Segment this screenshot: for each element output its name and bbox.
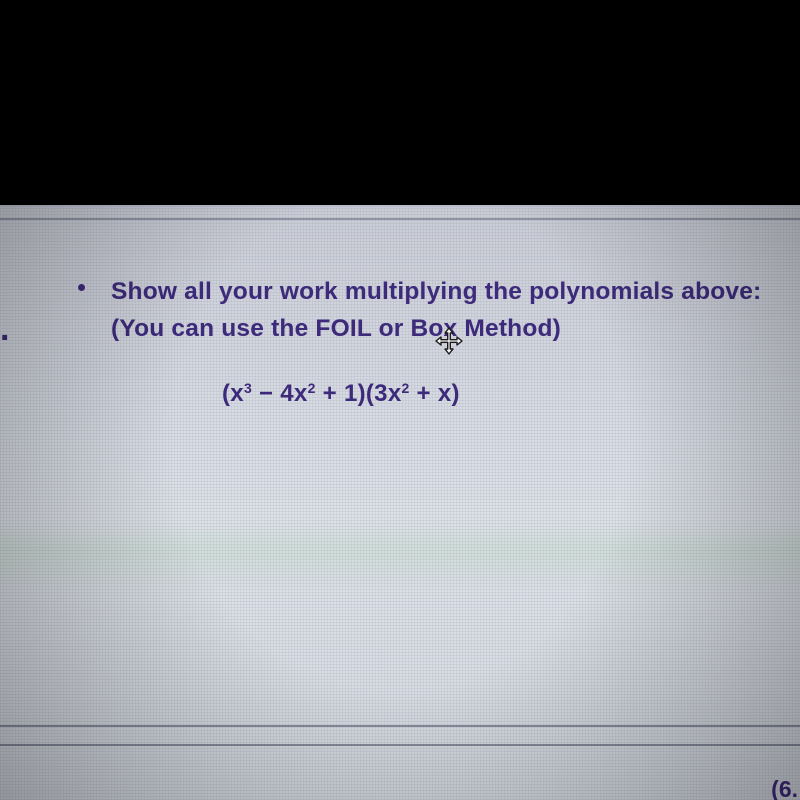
instruction-line-2: (You can use the FOIL or Box Method) bbox=[111, 315, 561, 342]
black-letterbox-top bbox=[0, 0, 800, 205]
question-number-fragment: . bbox=[0, 310, 10, 349]
instruction-row: Show all your work multiplying the polyn… bbox=[78, 273, 761, 347]
bullet-icon bbox=[78, 284, 85, 291]
question-content: . Show all your work multiplying the pol… bbox=[0, 218, 800, 800]
polynomial-expression: (x3 − 4x2 + 1)(3x2 + x) bbox=[222, 380, 460, 408]
next-question-fragment: (6. bbox=[771, 776, 798, 800]
screenshot-frame: . Show all your work multiplying the pol… bbox=[0, 0, 800, 800]
instruction-text: Show all your work multiplying the polyn… bbox=[111, 273, 761, 347]
instruction-line-1: Show all your work multiplying the polyn… bbox=[111, 278, 761, 305]
